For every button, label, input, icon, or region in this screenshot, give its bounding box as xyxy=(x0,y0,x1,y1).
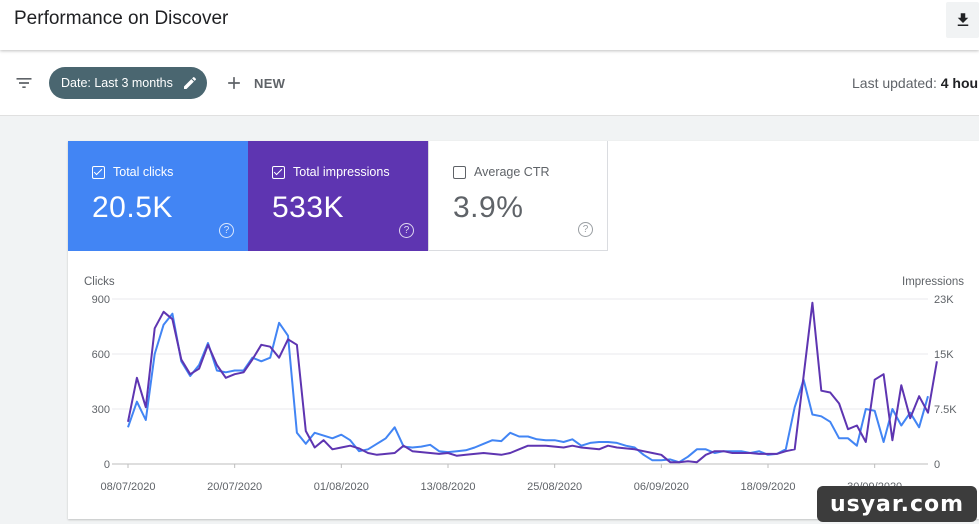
left-tick-label: 0 xyxy=(104,459,110,471)
x-tick-label: 20/07/2020 xyxy=(207,481,262,493)
metric-total-clicks[interactable]: Total clicks 20.5K ? xyxy=(68,141,248,251)
x-tick-label: 18/09/2020 xyxy=(740,481,795,493)
last-updated-text: Last updated: 4 hou xyxy=(852,75,978,91)
right-tick-label: 15K xyxy=(934,349,954,361)
average-ctr-checkbox[interactable] xyxy=(453,165,466,179)
left-axis-label: Clicks xyxy=(84,276,115,288)
watermark: usyar.com xyxy=(817,486,977,522)
filter-icon[interactable] xyxy=(14,73,34,93)
help-icon[interactable]: ? xyxy=(578,222,593,237)
performance-card: Total clicks 20.5K ? Total impressions 5… xyxy=(68,141,979,519)
plus-icon xyxy=(228,77,240,89)
metric-value: 533K xyxy=(272,191,345,224)
page-header: Performance on Discover xyxy=(0,0,979,50)
performance-chart: Clicks Impressions 0 0 300 7.5K 600 15K 900 23K… xyxy=(84,276,964,493)
clicks-series-line xyxy=(127,312,929,464)
help-icon[interactable]: ? xyxy=(219,223,234,238)
x-tick-label: 08/07/2020 xyxy=(100,481,155,493)
right-tick-label: 0 xyxy=(934,459,940,471)
left-tick-label: 900 xyxy=(92,294,110,306)
metric-label: Total clicks xyxy=(113,165,174,179)
metric-label: Total impressions xyxy=(293,165,390,179)
x-tick-label: 13/08/2020 xyxy=(420,481,475,493)
right-tick-label: 7.5K xyxy=(934,404,957,416)
total-clicks-checkbox[interactable] xyxy=(92,165,105,179)
x-tick-label: 25/08/2020 xyxy=(527,481,582,493)
new-label: NEW xyxy=(254,75,286,91)
filter-toolbar: Date: Last 3 months NEW Last updated: 4 … xyxy=(0,50,979,116)
x-tick-label: 06/09/2020 xyxy=(634,481,689,493)
edit-icon[interactable] xyxy=(182,75,198,91)
last-updated-value: 4 hou xyxy=(940,75,979,91)
total-impressions-checkbox[interactable] xyxy=(272,165,285,179)
new-filter-button[interactable]: NEW xyxy=(224,72,285,94)
page-title: Performance on Discover xyxy=(14,8,229,29)
metric-average-ctr[interactable]: Average CTR 3.9% ? xyxy=(428,141,608,251)
right-tick-label: 23K xyxy=(934,294,954,306)
download-button[interactable] xyxy=(946,2,979,38)
metric-value: 3.9% xyxy=(453,191,524,224)
x-tick-label: 01/08/2020 xyxy=(314,481,369,493)
date-chip-label: Date: Last 3 months xyxy=(61,76,173,90)
download-icon xyxy=(957,13,968,26)
right-axis-label: Impressions xyxy=(902,276,964,288)
metric-value: 20.5K xyxy=(92,191,173,224)
last-updated-prefix: Last updated: xyxy=(852,75,941,91)
help-icon[interactable]: ? xyxy=(399,223,414,238)
date-filter-chip[interactable]: Date: Last 3 months xyxy=(49,67,207,99)
left-tick-label: 300 xyxy=(92,404,110,416)
impressions-series-line xyxy=(127,301,938,464)
metric-label: Average CTR xyxy=(474,165,550,179)
left-tick-label: 600 xyxy=(92,349,110,361)
metric-total-impressions[interactable]: Total impressions 533K ? xyxy=(248,141,428,251)
